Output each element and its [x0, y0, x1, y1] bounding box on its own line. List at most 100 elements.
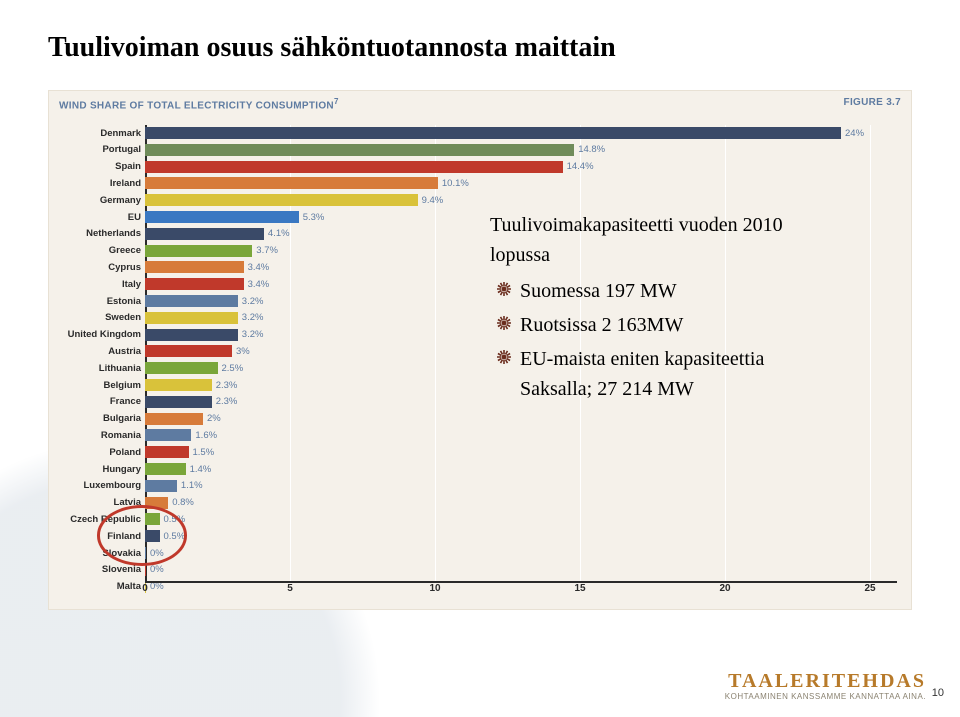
- bar-row: Czech Republic0.5%: [145, 511, 897, 527]
- bar: [145, 278, 244, 290]
- bar: [145, 446, 189, 458]
- bar-value: 14.8%: [578, 144, 605, 155]
- axis-tick: 5: [287, 583, 293, 594]
- bar-value: 4.1%: [268, 228, 290, 239]
- country-label: Luxembourg: [53, 480, 145, 491]
- country-label: Denmark: [53, 128, 145, 139]
- bar-value: 3.2%: [242, 329, 264, 340]
- bar: [145, 144, 574, 156]
- country-label: United Kingdom: [53, 329, 145, 340]
- country-label: Ireland: [53, 178, 145, 189]
- info-box: Tuulivoimakapasiteetti vuoden 2010 lopus…: [490, 210, 830, 408]
- axis-tick: 10: [429, 583, 440, 594]
- bar-value: 0.8%: [172, 497, 194, 508]
- country-label: Lithuania: [53, 363, 145, 374]
- country-label: Romania: [53, 430, 145, 441]
- bar: [145, 429, 191, 441]
- bar-value: 3.2%: [242, 296, 264, 307]
- bar-row: Finland0.5%: [145, 528, 897, 544]
- info-item: Ruotsissa 2 163MW: [496, 310, 830, 340]
- country-label: Portugal: [53, 144, 145, 155]
- bar-value: 1.1%: [181, 480, 203, 491]
- chart-header-left: WIND SHARE OF TOTAL ELECTRICITY CONSUMPT…: [59, 97, 339, 111]
- bar: [145, 312, 238, 324]
- axis-tick: 0: [142, 583, 148, 594]
- axis-tick: 25: [864, 583, 875, 594]
- chart-header: WIND SHARE OF TOTAL ELECTRICITY CONSUMPT…: [49, 91, 911, 115]
- info-item-text: EU-maista eniten kapasiteettia Saksalla;…: [520, 348, 764, 400]
- bullet-icon: [496, 349, 512, 365]
- bar-row: Slovenia0%: [145, 562, 897, 578]
- bar-row: Slovakia0%: [145, 545, 897, 561]
- bar-value: 9.4%: [422, 195, 444, 206]
- bar-value: 3%: [236, 346, 250, 357]
- bar-row: Latvia0.8%: [145, 495, 897, 511]
- bar-value: 2%: [207, 413, 221, 424]
- country-label: Slovenia: [53, 564, 145, 575]
- bar-row: Romania1.6%: [145, 427, 897, 443]
- bar: [145, 329, 238, 341]
- bar-row: Ireland10.1%: [145, 175, 897, 191]
- bar-value: 14.4%: [567, 161, 594, 172]
- bar: [145, 480, 177, 492]
- x-axis: 0510152025: [145, 583, 897, 601]
- country-label: Sweden: [53, 312, 145, 323]
- country-label: Bulgaria: [53, 413, 145, 424]
- bar: [145, 194, 418, 206]
- country-label: Netherlands: [53, 228, 145, 239]
- bar-value: 2.3%: [216, 396, 238, 407]
- bar-value: 2.5%: [222, 363, 244, 374]
- bar: [145, 345, 232, 357]
- country-label: Poland: [53, 447, 145, 458]
- bar-row: Hungary1.4%: [145, 461, 897, 477]
- country-label: Austria: [53, 346, 145, 357]
- page-number: 10: [932, 687, 944, 699]
- bullet-icon: [496, 281, 512, 297]
- bar-value: 2.3%: [216, 380, 238, 391]
- country-label: Belgium: [53, 380, 145, 391]
- bar-value: 5.3%: [303, 212, 325, 223]
- bar: [145, 228, 264, 240]
- bar: [145, 211, 299, 223]
- bar: [145, 261, 244, 273]
- bar-value: 3.4%: [248, 279, 270, 290]
- bar: [145, 161, 563, 173]
- bar: [145, 379, 212, 391]
- info-item: Suomessa 197 MW: [496, 276, 830, 306]
- bar-value: 24%: [845, 128, 864, 139]
- chart-header-right: FIGURE 3.7: [844, 97, 901, 111]
- bar-row: Luxembourg1.1%: [145, 478, 897, 494]
- bar-value: 1.6%: [195, 430, 217, 441]
- country-label: Greece: [53, 245, 145, 256]
- slide: Tuulivoiman osuus sähköntuotannosta mait…: [0, 0, 960, 717]
- bar-value: 3.7%: [256, 245, 278, 256]
- bar-row: Poland1.5%: [145, 444, 897, 460]
- country-label: France: [53, 396, 145, 407]
- info-item-text: Suomessa 197 MW: [520, 280, 677, 302]
- bar-row: Spain14.4%: [145, 159, 897, 175]
- country-label: Hungary: [53, 464, 145, 475]
- bar: [145, 295, 238, 307]
- country-label: Italy: [53, 279, 145, 290]
- bar: [145, 463, 186, 475]
- country-label: Cyprus: [53, 262, 145, 273]
- bar-row: Germany9.4%: [145, 192, 897, 208]
- bar-value: 1.4%: [190, 464, 212, 475]
- bar: [145, 245, 252, 257]
- bar: [145, 413, 203, 425]
- country-label: Germany: [53, 195, 145, 206]
- country-label: EU: [53, 212, 145, 223]
- bullet-icon: [496, 315, 512, 331]
- country-label: Spain: [53, 161, 145, 172]
- highlight-circle: [97, 505, 187, 565]
- brand-logo: TAALERITEHDAS: [725, 671, 926, 691]
- bar-value: 1.5%: [193, 447, 215, 458]
- bar-value: 10.1%: [442, 178, 469, 189]
- bar-value: 3.4%: [248, 262, 270, 273]
- page-title: Tuulivoiman osuus sähköntuotannosta mait…: [48, 32, 912, 64]
- bar-row: Portugal14.8%: [145, 142, 897, 158]
- bar-value: 3.2%: [242, 312, 264, 323]
- axis-tick: 20: [719, 583, 730, 594]
- bar: [145, 177, 438, 189]
- info-item-text: Ruotsissa 2 163MW: [520, 314, 683, 336]
